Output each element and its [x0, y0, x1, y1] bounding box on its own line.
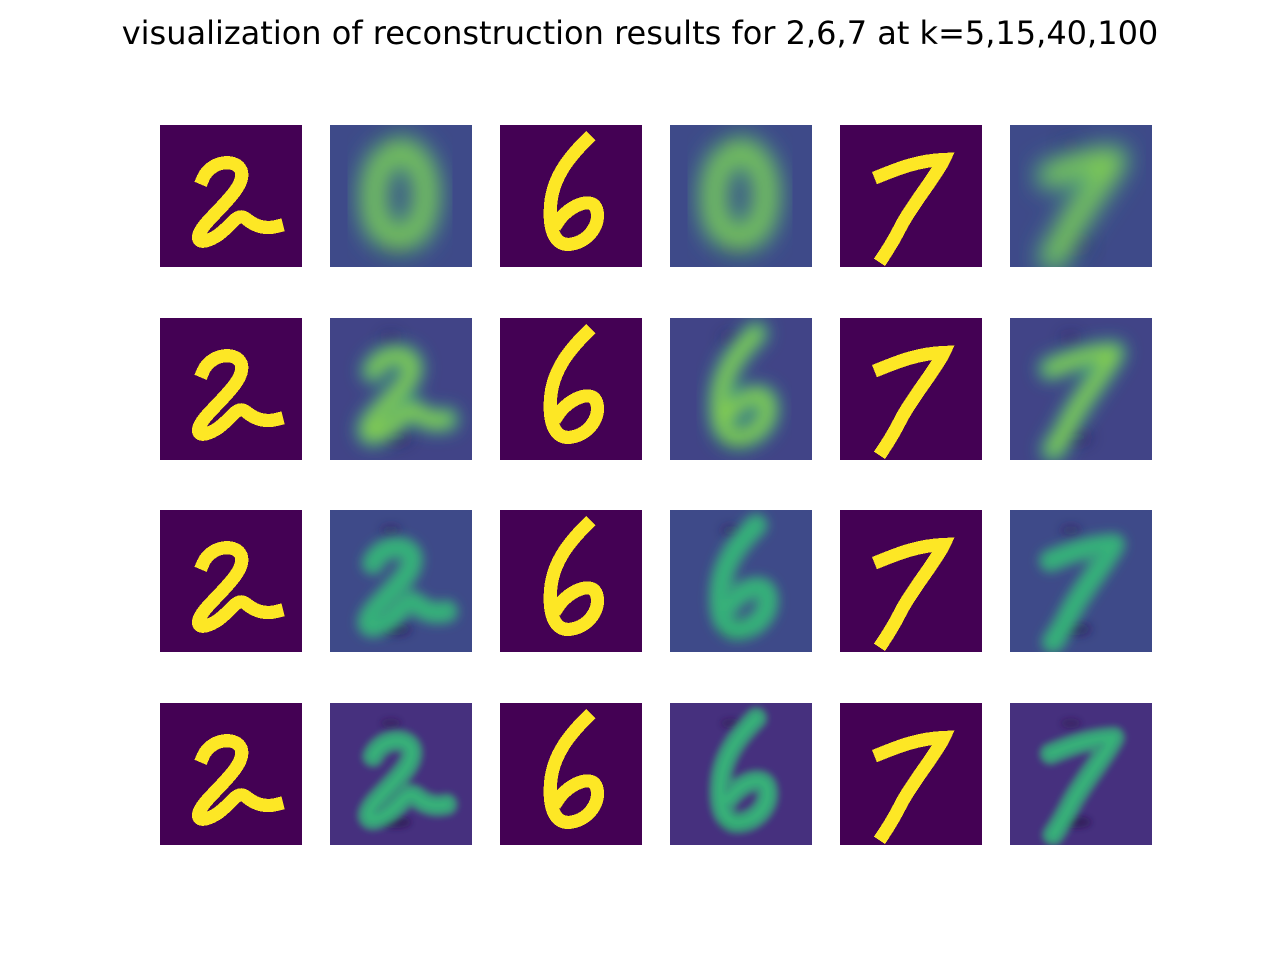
reconstructed-digit-6-k100 [670, 703, 812, 845]
original-digit-6-k5 [500, 125, 642, 267]
reconstructed-digit-2-k40 [330, 510, 472, 652]
original-digit-7-k15 [840, 318, 982, 460]
reconstructed-digit-2-k5 [330, 125, 472, 267]
reconstructed-digit-6-k40 [670, 510, 812, 652]
original-digit-2-k40 [160, 510, 302, 652]
original-digit-6-k40 [500, 510, 642, 652]
reconstructed-digit-2-k100 [330, 703, 472, 845]
original-digit-7-k40 [840, 510, 982, 652]
original-digit-2-k5 [160, 125, 302, 267]
reconstructed-digit-7-k15 [1010, 318, 1152, 460]
reconstructed-digit-7-k40 [1010, 510, 1152, 652]
original-digit-7-k5 [840, 125, 982, 267]
original-digit-7-k100 [840, 703, 982, 845]
reconstructed-digit-7-k5 [1010, 125, 1152, 267]
original-digit-6-k100 [500, 703, 642, 845]
figure-title: visualization of reconstruction results … [121, 14, 1159, 52]
reconstructed-digit-6-k15 [670, 318, 812, 460]
reconstructed-digit-2-k15 [330, 318, 472, 460]
reconstructed-digit-6-k5 [670, 125, 812, 267]
original-digit-6-k15 [500, 318, 642, 460]
original-digit-2-k15 [160, 318, 302, 460]
reconstructed-digit-7-k100 [1010, 703, 1152, 845]
original-digit-2-k100 [160, 703, 302, 845]
